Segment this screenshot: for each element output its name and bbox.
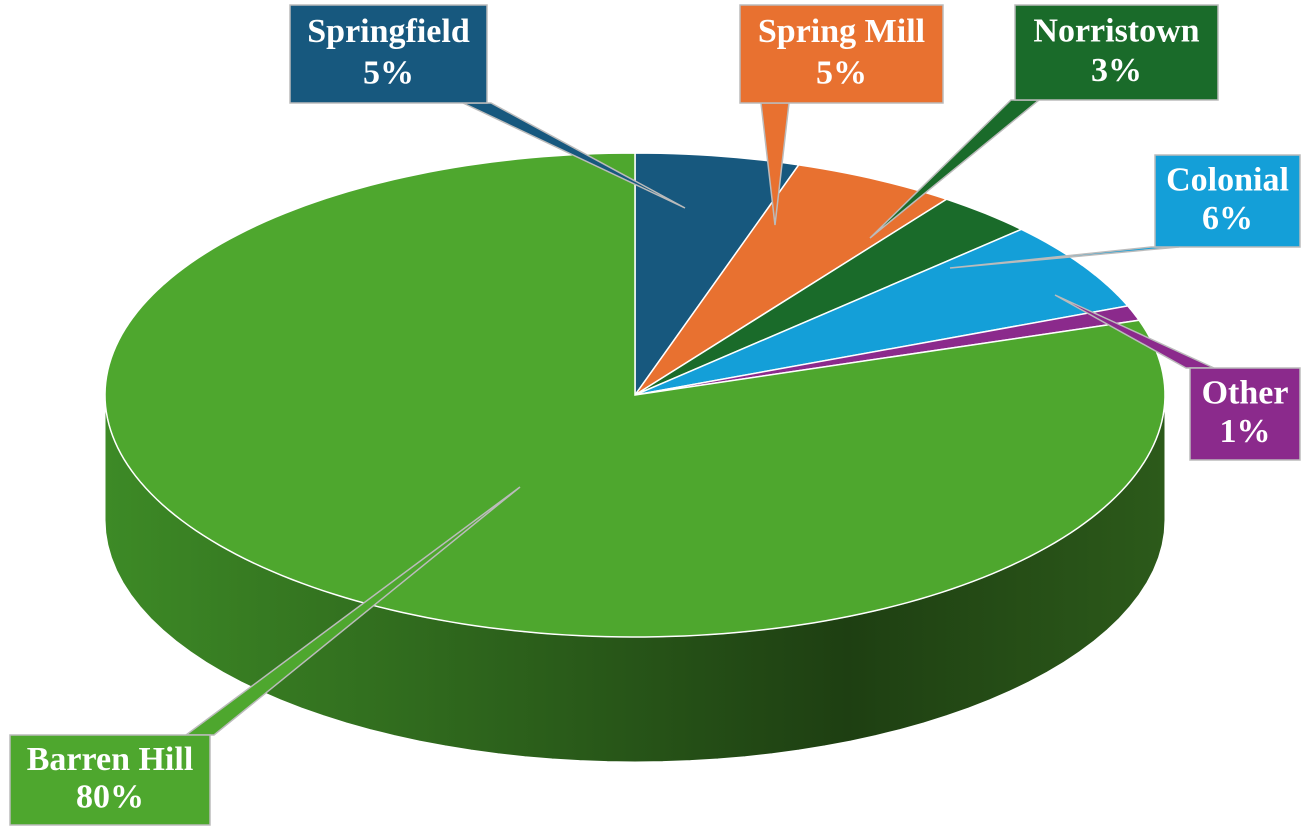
slice <box>104 152 1166 638</box>
label-category: Norristown <box>1033 12 1199 49</box>
label-box <box>1014 4 1219 101</box>
slice <box>634 228 1130 396</box>
label-box <box>1154 154 1301 248</box>
label-box <box>739 4 944 104</box>
label-category: Colonial <box>1166 161 1289 198</box>
label-value: 6% <box>1202 200 1253 237</box>
slice <box>634 164 949 396</box>
label-category: Spring Mill <box>758 13 925 50</box>
label-box <box>9 734 211 826</box>
label-category: Other <box>1202 374 1289 411</box>
label-value: 1% <box>1220 413 1271 450</box>
label-box <box>289 4 488 104</box>
slice <box>634 198 1024 396</box>
label-value: 3% <box>1091 52 1142 89</box>
label-value: 5% <box>363 54 414 91</box>
label-box <box>1189 367 1301 461</box>
label-value: 5% <box>816 54 867 91</box>
label-category: Barren Hill <box>27 741 194 778</box>
label-category: Springfield <box>307 13 470 50</box>
label-value: 80% <box>76 779 144 816</box>
